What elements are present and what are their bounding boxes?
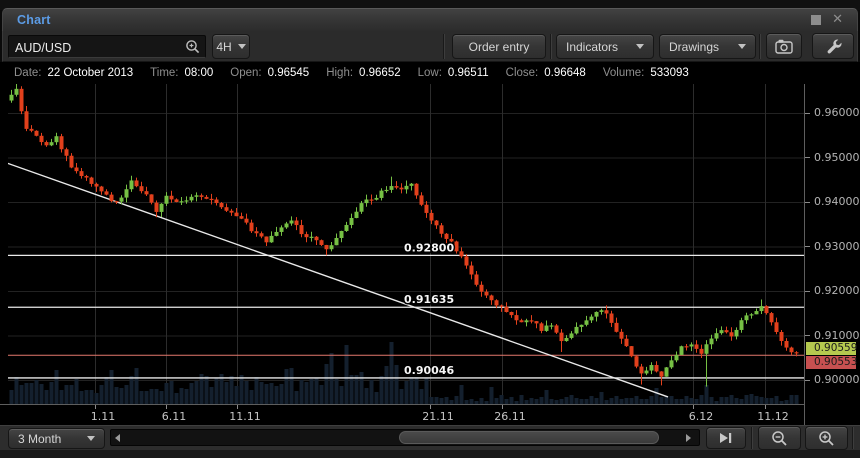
y-tick-label: 0.94000 bbox=[814, 195, 860, 208]
info-volume: Volume: 533093 bbox=[602, 67, 689, 79]
title-bar: Chart ✕ bbox=[2, 8, 858, 31]
bid-price-badge: 0.90553 bbox=[806, 355, 857, 369]
x-tick-label: 26.11 bbox=[494, 410, 526, 423]
skip-to-end-button[interactable] bbox=[706, 427, 746, 449]
y-tick-label: 0.91000 bbox=[814, 328, 860, 342]
scroll-right-icon[interactable] bbox=[686, 434, 691, 442]
chart-scrollbar[interactable] bbox=[110, 429, 700, 446]
x-tick bbox=[765, 405, 766, 409]
chevron-down-icon bbox=[636, 44, 644, 49]
zoom-in-icon bbox=[819, 430, 834, 446]
x-tick-label: 6.12 bbox=[688, 410, 714, 423]
wrench-icon bbox=[827, 38, 842, 53]
zoom-out-button[interactable] bbox=[758, 426, 801, 450]
drawings-dropdown[interactable]: Drawings bbox=[659, 34, 756, 59]
window-bottom-edge bbox=[0, 450, 860, 458]
info-close: Close: 0.96648 bbox=[505, 67, 586, 79]
skip-to-end-icon bbox=[720, 433, 732, 443]
symbol-search-box bbox=[8, 35, 206, 58]
y-tick-label: 0.90000 bbox=[814, 373, 860, 386]
level-label: 0.91635 bbox=[404, 293, 454, 306]
camera-icon bbox=[775, 39, 793, 54]
y-tick-label: 0.92000 bbox=[814, 284, 860, 297]
close-icon[interactable]: ✕ bbox=[832, 11, 843, 26]
x-tick bbox=[166, 405, 167, 409]
symbol-input[interactable] bbox=[13, 37, 177, 58]
x-tick bbox=[502, 405, 503, 409]
window-title: Chart bbox=[17, 13, 51, 27]
ohlc-info-bar: Date: 22 October 2013 Time: 08:00 Open: 0.9… bbox=[0, 62, 860, 84]
info-open: Open: 0.96545 bbox=[230, 67, 310, 79]
toolbar-separator bbox=[759, 34, 761, 59]
drawings-label: Drawings bbox=[669, 39, 720, 54]
y-tick bbox=[805, 379, 810, 381]
chevron-down-icon bbox=[738, 44, 746, 49]
price-axis[interactable]: 0.96000 0.95000 0.94000 0.93000 0.92000 0.910… bbox=[804, 84, 860, 425]
y-tick bbox=[805, 112, 810, 114]
scrollbar-thumb[interactable] bbox=[399, 431, 659, 444]
indicators-label: Indicators bbox=[566, 39, 619, 54]
settings-button[interactable] bbox=[812, 33, 854, 59]
info-high: High: 0.96652 bbox=[326, 67, 401, 79]
toolbar-separator bbox=[443, 34, 445, 59]
ask-price-badge: 0.90559 bbox=[806, 341, 857, 355]
order-entry-label: Order entry bbox=[468, 39, 530, 54]
y-tick-label: 0.93000 bbox=[814, 239, 860, 253]
screenshot-button[interactable] bbox=[766, 33, 802, 59]
zoom-in-button[interactable] bbox=[805, 426, 848, 450]
timeframe-label: 4H bbox=[216, 39, 232, 54]
bottombar-separator bbox=[751, 427, 753, 449]
x-tick-label: 11.12 bbox=[757, 410, 789, 423]
y-tick-label: 0.95000 bbox=[814, 150, 860, 164]
chevron-down-icon bbox=[87, 436, 95, 441]
info-time: Time: 08:00 bbox=[150, 67, 214, 79]
indicators-dropdown[interactable]: Indicators bbox=[556, 34, 654, 59]
chevron-down-icon bbox=[237, 44, 246, 49]
y-tick bbox=[805, 157, 810, 158]
candlestick-plot[interactable]: 0.92800 0.91635 0.90046 bbox=[8, 84, 804, 404]
x-tick-label: 1.11 bbox=[90, 410, 116, 423]
info-date: Date: 22 October 2013 bbox=[14, 67, 134, 79]
search-icon[interactable] bbox=[185, 39, 201, 55]
toolbar-separator bbox=[550, 34, 552, 59]
x-tick-label: 6.11 bbox=[161, 410, 187, 423]
bottombar-separator bbox=[852, 427, 854, 449]
time-axis[interactable]: 1.11 6.11 11.11 21.11 26.11 6.12 11.12 bbox=[0, 404, 804, 425]
y-tick bbox=[805, 290, 810, 292]
x-tick bbox=[95, 405, 96, 409]
x-tick bbox=[237, 405, 238, 409]
level-label: 0.90046 bbox=[404, 364, 454, 377]
x-tick bbox=[430, 405, 431, 409]
level-label: 0.92800 bbox=[404, 241, 454, 254]
y-tick bbox=[805, 335, 810, 336]
x-tick-label: 11.11 bbox=[229, 410, 261, 423]
info-low: Low: 0.96511 bbox=[417, 67, 489, 79]
scroll-left-icon[interactable] bbox=[115, 434, 120, 442]
timeframe-dropdown[interactable]: 4H bbox=[212, 34, 250, 59]
zoom-out-icon bbox=[772, 430, 787, 446]
y-tick-label: 0.96000 bbox=[814, 106, 860, 119]
y-tick bbox=[805, 246, 810, 247]
window-top-edge bbox=[0, 0, 860, 10]
order-entry-button[interactable]: Order entry bbox=[452, 34, 546, 59]
range-selector-label: 3 Month bbox=[18, 431, 62, 446]
maximize-icon[interactable] bbox=[811, 15, 821, 25]
range-selector-dropdown[interactable]: 3 Month bbox=[8, 428, 105, 449]
x-tick-label: 21.11 bbox=[422, 410, 454, 423]
x-tick bbox=[693, 405, 694, 409]
y-tick bbox=[805, 201, 810, 203]
